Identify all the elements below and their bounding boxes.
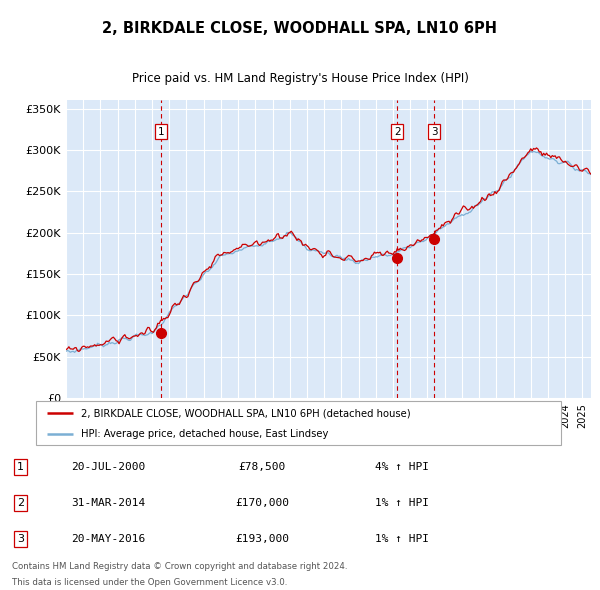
- Text: 3: 3: [17, 534, 24, 544]
- FancyBboxPatch shape: [36, 401, 561, 445]
- Text: This data is licensed under the Open Government Licence v3.0.: This data is licensed under the Open Gov…: [12, 578, 287, 588]
- Text: HPI: Average price, detached house, East Lindsey: HPI: Average price, detached house, East…: [80, 428, 328, 438]
- Text: £78,500: £78,500: [238, 462, 286, 472]
- Text: 1: 1: [158, 127, 164, 137]
- Text: 4% ↑ HPI: 4% ↑ HPI: [375, 462, 429, 472]
- Text: 2: 2: [17, 498, 24, 508]
- Text: 3: 3: [431, 127, 437, 137]
- Text: 2, BIRKDALE CLOSE, WOODHALL SPA, LN10 6PH: 2, BIRKDALE CLOSE, WOODHALL SPA, LN10 6P…: [103, 21, 497, 35]
- Text: Contains HM Land Registry data © Crown copyright and database right 2024.: Contains HM Land Registry data © Crown c…: [12, 562, 347, 571]
- Text: 1: 1: [17, 462, 24, 472]
- Text: £170,000: £170,000: [235, 498, 289, 508]
- Text: 2: 2: [394, 127, 401, 137]
- Text: 20-MAY-2016: 20-MAY-2016: [71, 534, 145, 544]
- Text: 2, BIRKDALE CLOSE, WOODHALL SPA, LN10 6PH (detached house): 2, BIRKDALE CLOSE, WOODHALL SPA, LN10 6P…: [80, 408, 410, 418]
- Text: 31-MAR-2014: 31-MAR-2014: [71, 498, 145, 508]
- Text: 20-JUL-2000: 20-JUL-2000: [71, 462, 145, 472]
- Text: Price paid vs. HM Land Registry's House Price Index (HPI): Price paid vs. HM Land Registry's House …: [131, 72, 469, 85]
- Text: £193,000: £193,000: [235, 534, 289, 544]
- Text: 1% ↑ HPI: 1% ↑ HPI: [375, 534, 429, 544]
- Text: 1% ↑ HPI: 1% ↑ HPI: [375, 498, 429, 508]
